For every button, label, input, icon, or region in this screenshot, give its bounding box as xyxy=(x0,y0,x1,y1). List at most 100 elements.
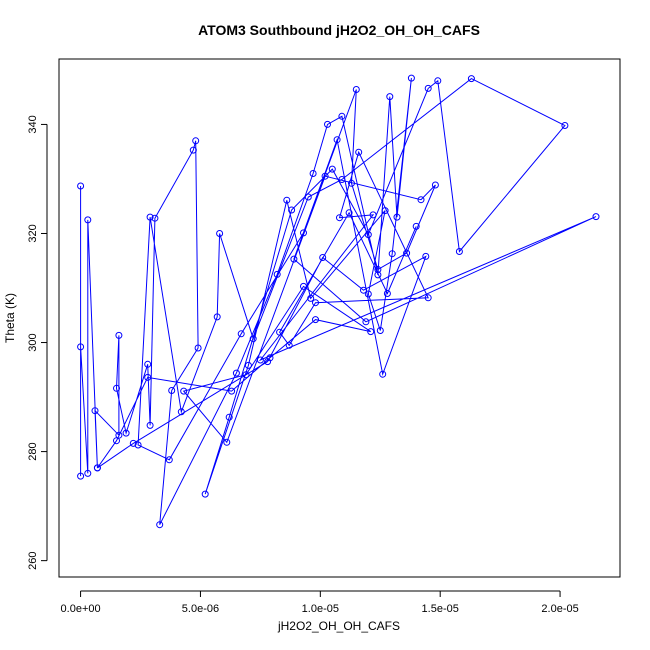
chart-title: ATOM3 Southbound jH2O2_OH_OH_CAFS xyxy=(198,22,480,38)
data-point xyxy=(276,328,284,336)
data-point xyxy=(192,137,200,145)
plot-frame xyxy=(58,58,621,578)
data-point xyxy=(283,196,291,204)
data-point xyxy=(115,331,123,339)
data-point xyxy=(417,196,425,204)
data-point xyxy=(300,229,307,237)
data-point xyxy=(374,271,382,279)
y-tick-label: 340 xyxy=(27,115,39,133)
data-point xyxy=(374,266,382,273)
data-point xyxy=(307,294,315,302)
data-point xyxy=(376,327,384,334)
data-point xyxy=(403,249,411,257)
data-point xyxy=(228,387,236,395)
data-point xyxy=(561,122,569,129)
data-point xyxy=(319,254,327,261)
data-point xyxy=(336,214,343,222)
data-point xyxy=(321,172,329,180)
data-point xyxy=(348,179,355,187)
series-line xyxy=(80,78,597,525)
data-point xyxy=(312,316,319,324)
data-point xyxy=(412,222,420,230)
y-tick-label: 300 xyxy=(27,333,39,351)
data-point xyxy=(467,75,475,83)
data-point xyxy=(360,286,367,294)
data-point xyxy=(388,250,396,258)
data-point xyxy=(592,213,600,221)
data-point xyxy=(345,209,353,217)
data-point xyxy=(352,86,360,93)
data-point xyxy=(434,77,442,85)
data-point xyxy=(213,313,221,321)
data-point xyxy=(324,120,331,128)
data-point xyxy=(77,472,85,480)
data-point xyxy=(273,270,281,278)
data-point xyxy=(216,230,224,237)
data-point xyxy=(242,371,250,379)
data-point xyxy=(232,369,240,377)
data-point xyxy=(189,146,197,154)
data-point xyxy=(312,299,319,307)
data-point xyxy=(264,358,272,366)
data-point xyxy=(244,361,252,369)
data-point xyxy=(300,282,307,290)
data-point xyxy=(151,214,159,222)
data-point xyxy=(146,213,154,221)
plot-area xyxy=(77,74,600,529)
data-point xyxy=(386,93,394,101)
data-point xyxy=(113,437,120,445)
data-point xyxy=(129,439,137,447)
data-point xyxy=(225,413,233,421)
data-point xyxy=(393,213,401,221)
x-tick-label: 1.0e-05 xyxy=(302,603,339,615)
data-point xyxy=(113,384,120,392)
y-tick-label: 320 xyxy=(27,224,39,242)
data-point xyxy=(355,148,363,156)
x-tick-label: 2.0e-05 xyxy=(541,603,578,615)
data-point xyxy=(381,207,389,215)
x-axis-label: jH2O2_OH_OH_CAFS xyxy=(277,619,400,633)
data-point xyxy=(304,193,312,201)
data-point xyxy=(146,421,154,429)
data-point xyxy=(122,429,130,437)
data-point xyxy=(91,407,99,415)
data-point xyxy=(177,408,185,416)
data-point xyxy=(256,356,264,364)
data-point xyxy=(77,182,85,190)
data-point xyxy=(223,438,231,446)
data-point xyxy=(180,387,188,395)
data-point xyxy=(93,464,101,472)
data-point xyxy=(144,373,152,381)
data-point xyxy=(290,255,298,263)
data-point xyxy=(338,176,346,183)
data-point xyxy=(285,341,293,349)
y-tick-label: 260 xyxy=(27,551,39,569)
data-point xyxy=(309,170,317,177)
data-point xyxy=(84,469,92,477)
data-point xyxy=(424,294,432,302)
x-axis: 0.0e+00 5.0e-06 1.0e-05 1.5e-05 2.0e-05 xyxy=(61,590,579,615)
x-tick-label: 0.0e+00 xyxy=(61,603,101,615)
data-point xyxy=(383,290,391,297)
data-point xyxy=(328,165,336,173)
data-point xyxy=(407,74,415,82)
data-point xyxy=(249,335,257,343)
y-axis: 260 280 300 320 340 xyxy=(27,115,48,570)
data-point xyxy=(266,354,274,362)
data-point xyxy=(237,330,245,338)
data-point xyxy=(165,456,173,464)
data-point xyxy=(379,370,387,378)
x-tick-label: 1.5e-05 xyxy=(422,603,459,615)
data-point xyxy=(156,521,164,529)
data-point xyxy=(431,181,439,189)
data-point xyxy=(364,231,372,239)
y-axis-label: Theta (K) xyxy=(3,293,17,343)
y-tick-label: 280 xyxy=(27,442,39,460)
x-tick-label: 5.0e-06 xyxy=(182,603,219,615)
data-point xyxy=(424,84,432,92)
data-point xyxy=(288,206,296,214)
data-point xyxy=(338,112,346,120)
data-point xyxy=(168,387,176,394)
data-point xyxy=(144,360,152,368)
